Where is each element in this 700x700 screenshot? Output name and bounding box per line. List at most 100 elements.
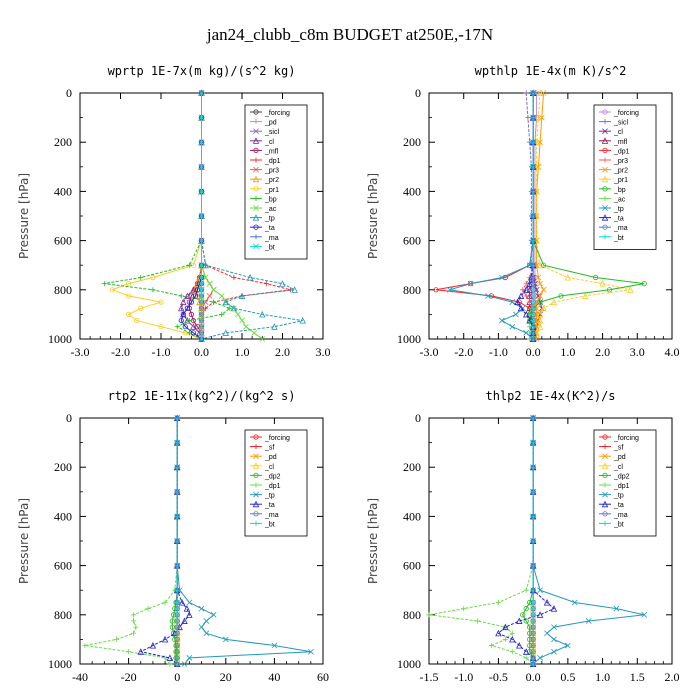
data-point bbox=[502, 623, 509, 631]
data-point bbox=[198, 280, 205, 287]
series-bt bbox=[530, 90, 536, 342]
data-point bbox=[517, 292, 525, 299]
data-point bbox=[530, 563, 536, 569]
y-tick-label: 0 bbox=[415, 86, 421, 100]
data-point bbox=[530, 612, 536, 618]
legend-entry: _sicl bbox=[264, 129, 279, 136]
legend-marker bbox=[253, 166, 259, 173]
data-point bbox=[299, 317, 306, 324]
y-tick-label: 400 bbox=[403, 184, 421, 198]
y-axis-label: Pressure [hPa] bbox=[17, 498, 31, 584]
legend-entry: _bp bbox=[613, 187, 626, 194]
y-tick-label: 800 bbox=[403, 608, 421, 622]
x-tick-label: -20 bbox=[121, 670, 137, 684]
legend-marker bbox=[601, 214, 609, 221]
data-point bbox=[198, 90, 205, 96]
x-tick-label: 0.0 bbox=[526, 670, 541, 684]
data-point bbox=[558, 293, 564, 299]
series-dp1 bbox=[433, 90, 536, 342]
panel-title: thlp2 1E-4x(K^2)/s bbox=[485, 389, 615, 403]
data-point bbox=[126, 311, 132, 317]
legend-marker bbox=[602, 234, 608, 240]
data-point bbox=[516, 617, 523, 624]
x-tick-label: 20 bbox=[220, 670, 232, 684]
data-point bbox=[509, 630, 515, 636]
x-tick-label: -1.0 bbox=[489, 345, 508, 359]
data-point bbox=[564, 642, 571, 649]
data-point bbox=[613, 605, 620, 612]
data-point bbox=[537, 654, 543, 661]
legend-entry: _cl bbox=[264, 464, 274, 471]
data-point bbox=[271, 642, 278, 649]
legend-marker bbox=[253, 511, 259, 517]
legend-marker bbox=[252, 462, 260, 469]
x-tick-label: 2.0 bbox=[275, 345, 290, 359]
x-tick-label: 40 bbox=[268, 670, 280, 684]
data-point bbox=[246, 274, 254, 281]
y-tick-label: 400 bbox=[54, 184, 72, 198]
legend-marker bbox=[253, 520, 259, 526]
data-point bbox=[530, 305, 536, 311]
legend-entry: _sicl bbox=[613, 120, 628, 127]
data-point bbox=[174, 538, 180, 544]
legend-entry: _pr3 bbox=[264, 168, 279, 175]
data-point bbox=[509, 649, 515, 655]
data-point bbox=[271, 323, 278, 330]
data-point bbox=[499, 317, 505, 324]
data-point bbox=[145, 606, 151, 612]
y-tick-label: 1000 bbox=[397, 657, 421, 671]
x-tick-label: -40 bbox=[72, 670, 88, 684]
legend-entry: _bt bbox=[613, 235, 624, 242]
data-point bbox=[522, 286, 530, 293]
data-point bbox=[530, 464, 536, 470]
data-point bbox=[530, 606, 536, 612]
data-point bbox=[537, 293, 543, 299]
y-tick-label: 600 bbox=[403, 559, 421, 573]
data-point bbox=[134, 317, 140, 324]
data-point bbox=[243, 323, 249, 330]
data-point bbox=[251, 329, 258, 336]
data-point bbox=[158, 324, 164, 330]
y-tick-label: 0 bbox=[415, 411, 421, 425]
data-point bbox=[523, 587, 529, 593]
data-point bbox=[133, 624, 139, 630]
data-point bbox=[530, 599, 536, 606]
y-tick-label: 1000 bbox=[397, 332, 421, 346]
data-point bbox=[530, 317, 536, 324]
x-tick-label: 3.0 bbox=[316, 345, 331, 359]
data-point bbox=[530, 274, 536, 281]
legend: _forcing _sf _pd _cl _dp2 _dp1 _tp _ta _ma _bt bbox=[593, 429, 657, 537]
data-point bbox=[536, 323, 544, 330]
data-point bbox=[509, 299, 516, 305]
data-point bbox=[126, 649, 132, 655]
data-point bbox=[198, 311, 205, 318]
data-point bbox=[190, 323, 197, 330]
legend-entry: _pr3 bbox=[613, 158, 628, 165]
series-line bbox=[532, 92, 631, 340]
data-point bbox=[130, 618, 137, 624]
y-tick-label: 200 bbox=[54, 135, 72, 149]
data-point bbox=[530, 164, 536, 170]
data-point bbox=[530, 642, 536, 649]
data-point bbox=[184, 292, 191, 299]
data-point bbox=[174, 606, 180, 612]
legend-marker bbox=[602, 157, 608, 163]
series-line bbox=[428, 418, 534, 665]
data-point bbox=[166, 654, 174, 661]
data-point bbox=[530, 330, 536, 336]
x-tick-label: 3.0 bbox=[630, 345, 645, 359]
data-point bbox=[138, 305, 144, 311]
legend-entry: _pr2 bbox=[264, 177, 279, 184]
legend-marker bbox=[601, 500, 609, 508]
legend-entry: _bt bbox=[264, 244, 275, 251]
legend-entry: _pr2 bbox=[613, 168, 628, 175]
legend-marker bbox=[602, 491, 608, 498]
data-point bbox=[536, 89, 544, 96]
legend-entry: _cl bbox=[613, 129, 623, 136]
series-line bbox=[84, 418, 178, 665]
y-tick-label: 600 bbox=[403, 234, 421, 248]
data-point bbox=[206, 293, 213, 299]
data-point bbox=[522, 648, 530, 655]
data-point bbox=[499, 274, 505, 281]
y-axis-label: Pressure [hPa] bbox=[366, 498, 380, 584]
